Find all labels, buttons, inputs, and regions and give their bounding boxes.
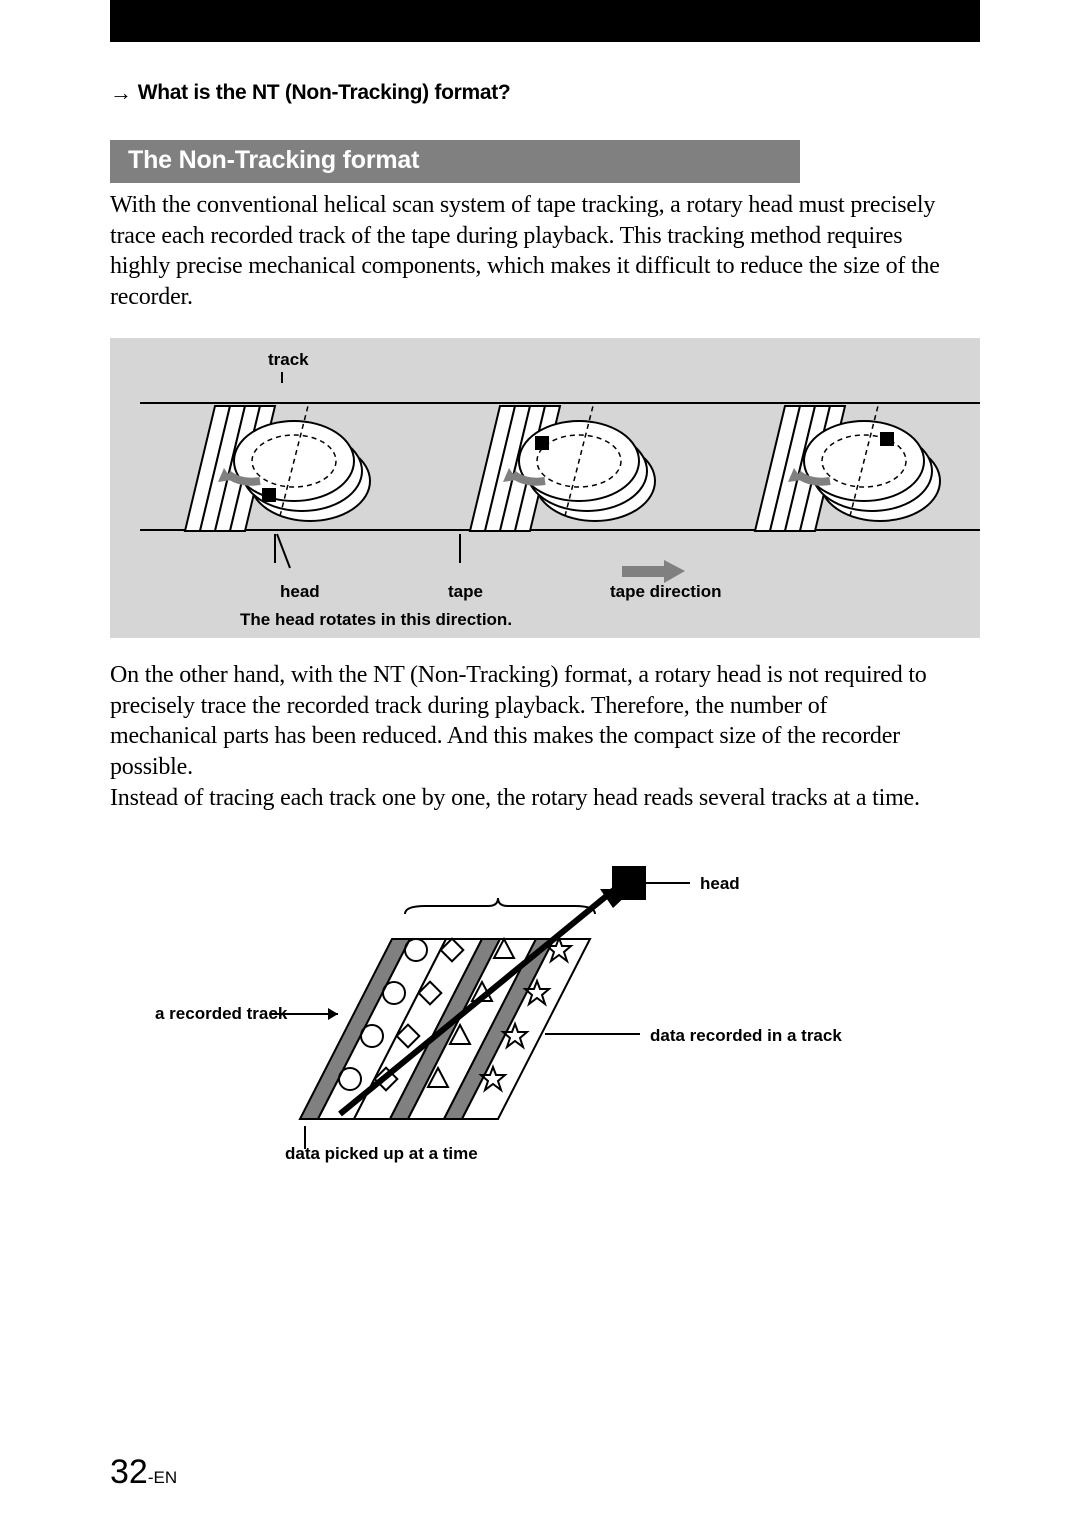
fig2-label-recorded-track: a recorded track xyxy=(155,1004,287,1024)
subheading: → What is the NT (Non-Tracking) format? xyxy=(110,80,510,106)
figure-2-box: head a recorded track data recorded in a… xyxy=(110,844,980,1174)
arrow-icon: → xyxy=(110,80,132,106)
fig1-label-track: track xyxy=(268,350,309,370)
subheading-text: What is the NT (Non-Tracking) format? xyxy=(138,81,511,105)
section-header: The Non-Tracking format xyxy=(110,140,800,183)
paragraph-2: On the other hand, with the NT (Non-Trac… xyxy=(110,660,940,814)
page-number: 32-EN xyxy=(110,1453,177,1492)
top-black-bar xyxy=(110,0,980,42)
fig1-label-rotation-note: The head rotates in this direction. xyxy=(240,610,512,630)
page-number-suffix: -EN xyxy=(148,1468,177,1487)
page: → What is the NT (Non-Tracking) format? … xyxy=(0,0,1080,1536)
fig1-label-tape-direction: tape direction xyxy=(610,582,721,602)
fig1-label-head: head xyxy=(280,582,320,602)
figure-1-diagram xyxy=(110,338,980,638)
figure-1-box: track head tape tape direction The head … xyxy=(110,338,980,638)
fig2-label-data-picked: data picked up at a time xyxy=(285,1144,478,1164)
paragraph-1: With the conventional helical scan syste… xyxy=(110,190,940,313)
fig2-label-head: head xyxy=(700,874,740,894)
fig2-label-data-in-track: data recorded in a track xyxy=(650,1026,842,1046)
page-number-big: 32 xyxy=(110,1453,148,1491)
fig1-label-tape: tape xyxy=(448,582,483,602)
